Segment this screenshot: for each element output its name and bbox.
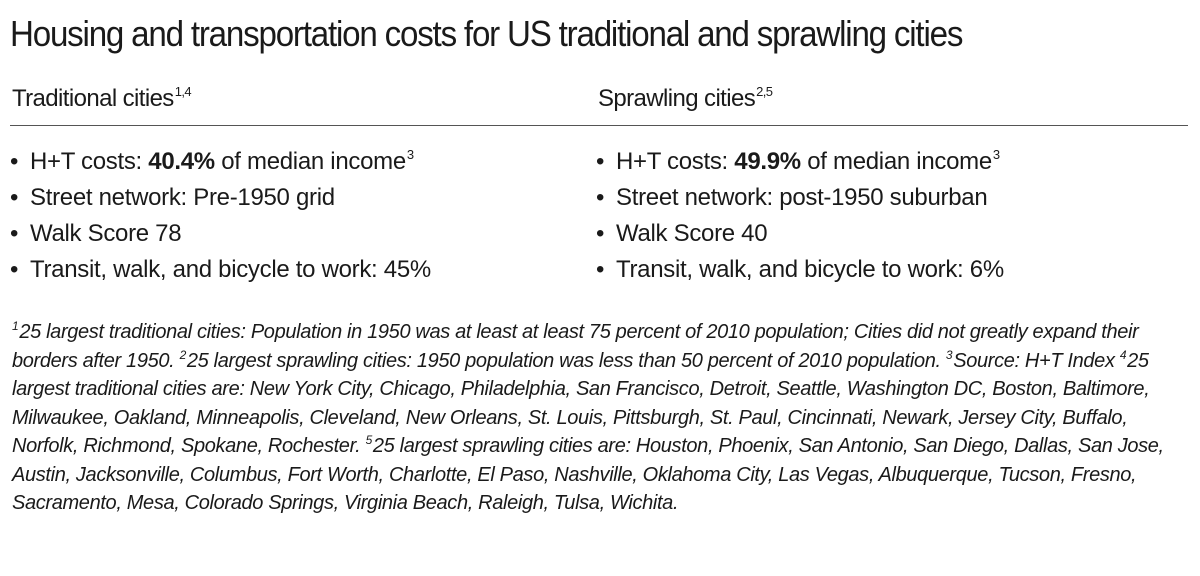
footnote-1-text: 25 largest traditional cities: Populatio… <box>12 321 1139 372</box>
sprawling-heading-footnote-ref: 2,5 <box>756 84 773 99</box>
bullet-text: Transit, walk, and bicycle to work: 45% <box>30 256 431 283</box>
list-item: • Walk Score 40 <box>596 216 1004 252</box>
list-item: • H+T costs: 40.4% of median income3 <box>10 144 431 180</box>
heading-divider <box>10 125 1188 126</box>
list-item: • Walk Score 78 <box>10 216 431 252</box>
footnote-5-text: 25 largest sprawling cities are: Houston… <box>12 435 1164 514</box>
page-title: Housing and transportation costs for US … <box>10 13 963 54</box>
traditional-cities-heading: Traditional cities1,4 <box>12 84 192 114</box>
traditional-heading-footnote-ref: 1,4 <box>174 84 192 99</box>
footnote-mark-4: 4 <box>1119 347 1127 362</box>
bullet-icon: • <box>10 220 19 247</box>
list-item: • Transit, walk, and bicycle to work: 6% <box>596 252 1004 288</box>
bullet-value: 40.4% <box>148 148 215 175</box>
traditional-heading-text: Traditional cities <box>12 85 174 112</box>
bullet-text: Street network: Pre-1950 grid <box>30 184 335 211</box>
bullet-icon: • <box>596 256 605 283</box>
list-item: • Transit, walk, and bicycle to work: 45% <box>10 252 431 288</box>
footnote-mark-3: 3 <box>945 347 953 362</box>
footnote-4-text: 25 largest traditional cities are: New Y… <box>12 349 1150 458</box>
sprawling-bullet-list: • H+T costs: 49.9% of median income3 • Str… <box>596 144 1004 288</box>
bullet-text: Transit, walk, and bicycle to work: 6% <box>616 256 1004 283</box>
footnote-ref: 3 <box>406 147 414 162</box>
bullet-icon: • <box>596 148 605 175</box>
bullet-icon: • <box>596 184 605 211</box>
bullet-text: Walk Score 40 <box>616 220 768 247</box>
bullet-icon: • <box>10 256 19 283</box>
footnote-2-text: 25 largest sprawling cities: 1950 popula… <box>186 349 946 372</box>
bullet-text: H+T costs: <box>30 148 149 175</box>
list-item: • Street network: Pre-1950 grid <box>10 180 431 216</box>
bullet-icon: • <box>10 184 19 211</box>
bullet-value: 49.9% <box>734 148 801 175</box>
bullet-text-suffix: of median income <box>214 148 406 175</box>
bullet-icon: • <box>10 148 19 175</box>
footnote-3-text: Source: H+T Index <box>953 349 1120 372</box>
footnote-mark-1: 1 <box>12 319 19 333</box>
traditional-bullet-list: • H+T costs: 40.4% of median income3 • Str… <box>10 144 431 288</box>
footnote-mark-2: 2 <box>179 347 187 362</box>
bullet-text: H+T costs: <box>616 148 735 175</box>
footnote-mark-5: 5 <box>365 433 373 447</box>
sprawling-cities-heading: Sprawling cities2,5 <box>598 84 773 114</box>
footnote-ref: 3 <box>992 147 1000 162</box>
bullet-text: Walk Score 78 <box>30 220 182 247</box>
sprawling-heading-text: Sprawling cities <box>598 85 756 112</box>
bullet-text-suffix: of median income <box>800 148 992 175</box>
bullet-text: Street network: post-1950 suburban <box>616 184 988 211</box>
footnotes: 125 largest traditional cities: Populati… <box>12 318 1192 518</box>
list-item: • H+T costs: 49.9% of median income3 <box>596 144 1004 180</box>
bullet-icon: • <box>596 220 605 247</box>
list-item: • Street network: post-1950 suburban <box>596 180 1004 216</box>
